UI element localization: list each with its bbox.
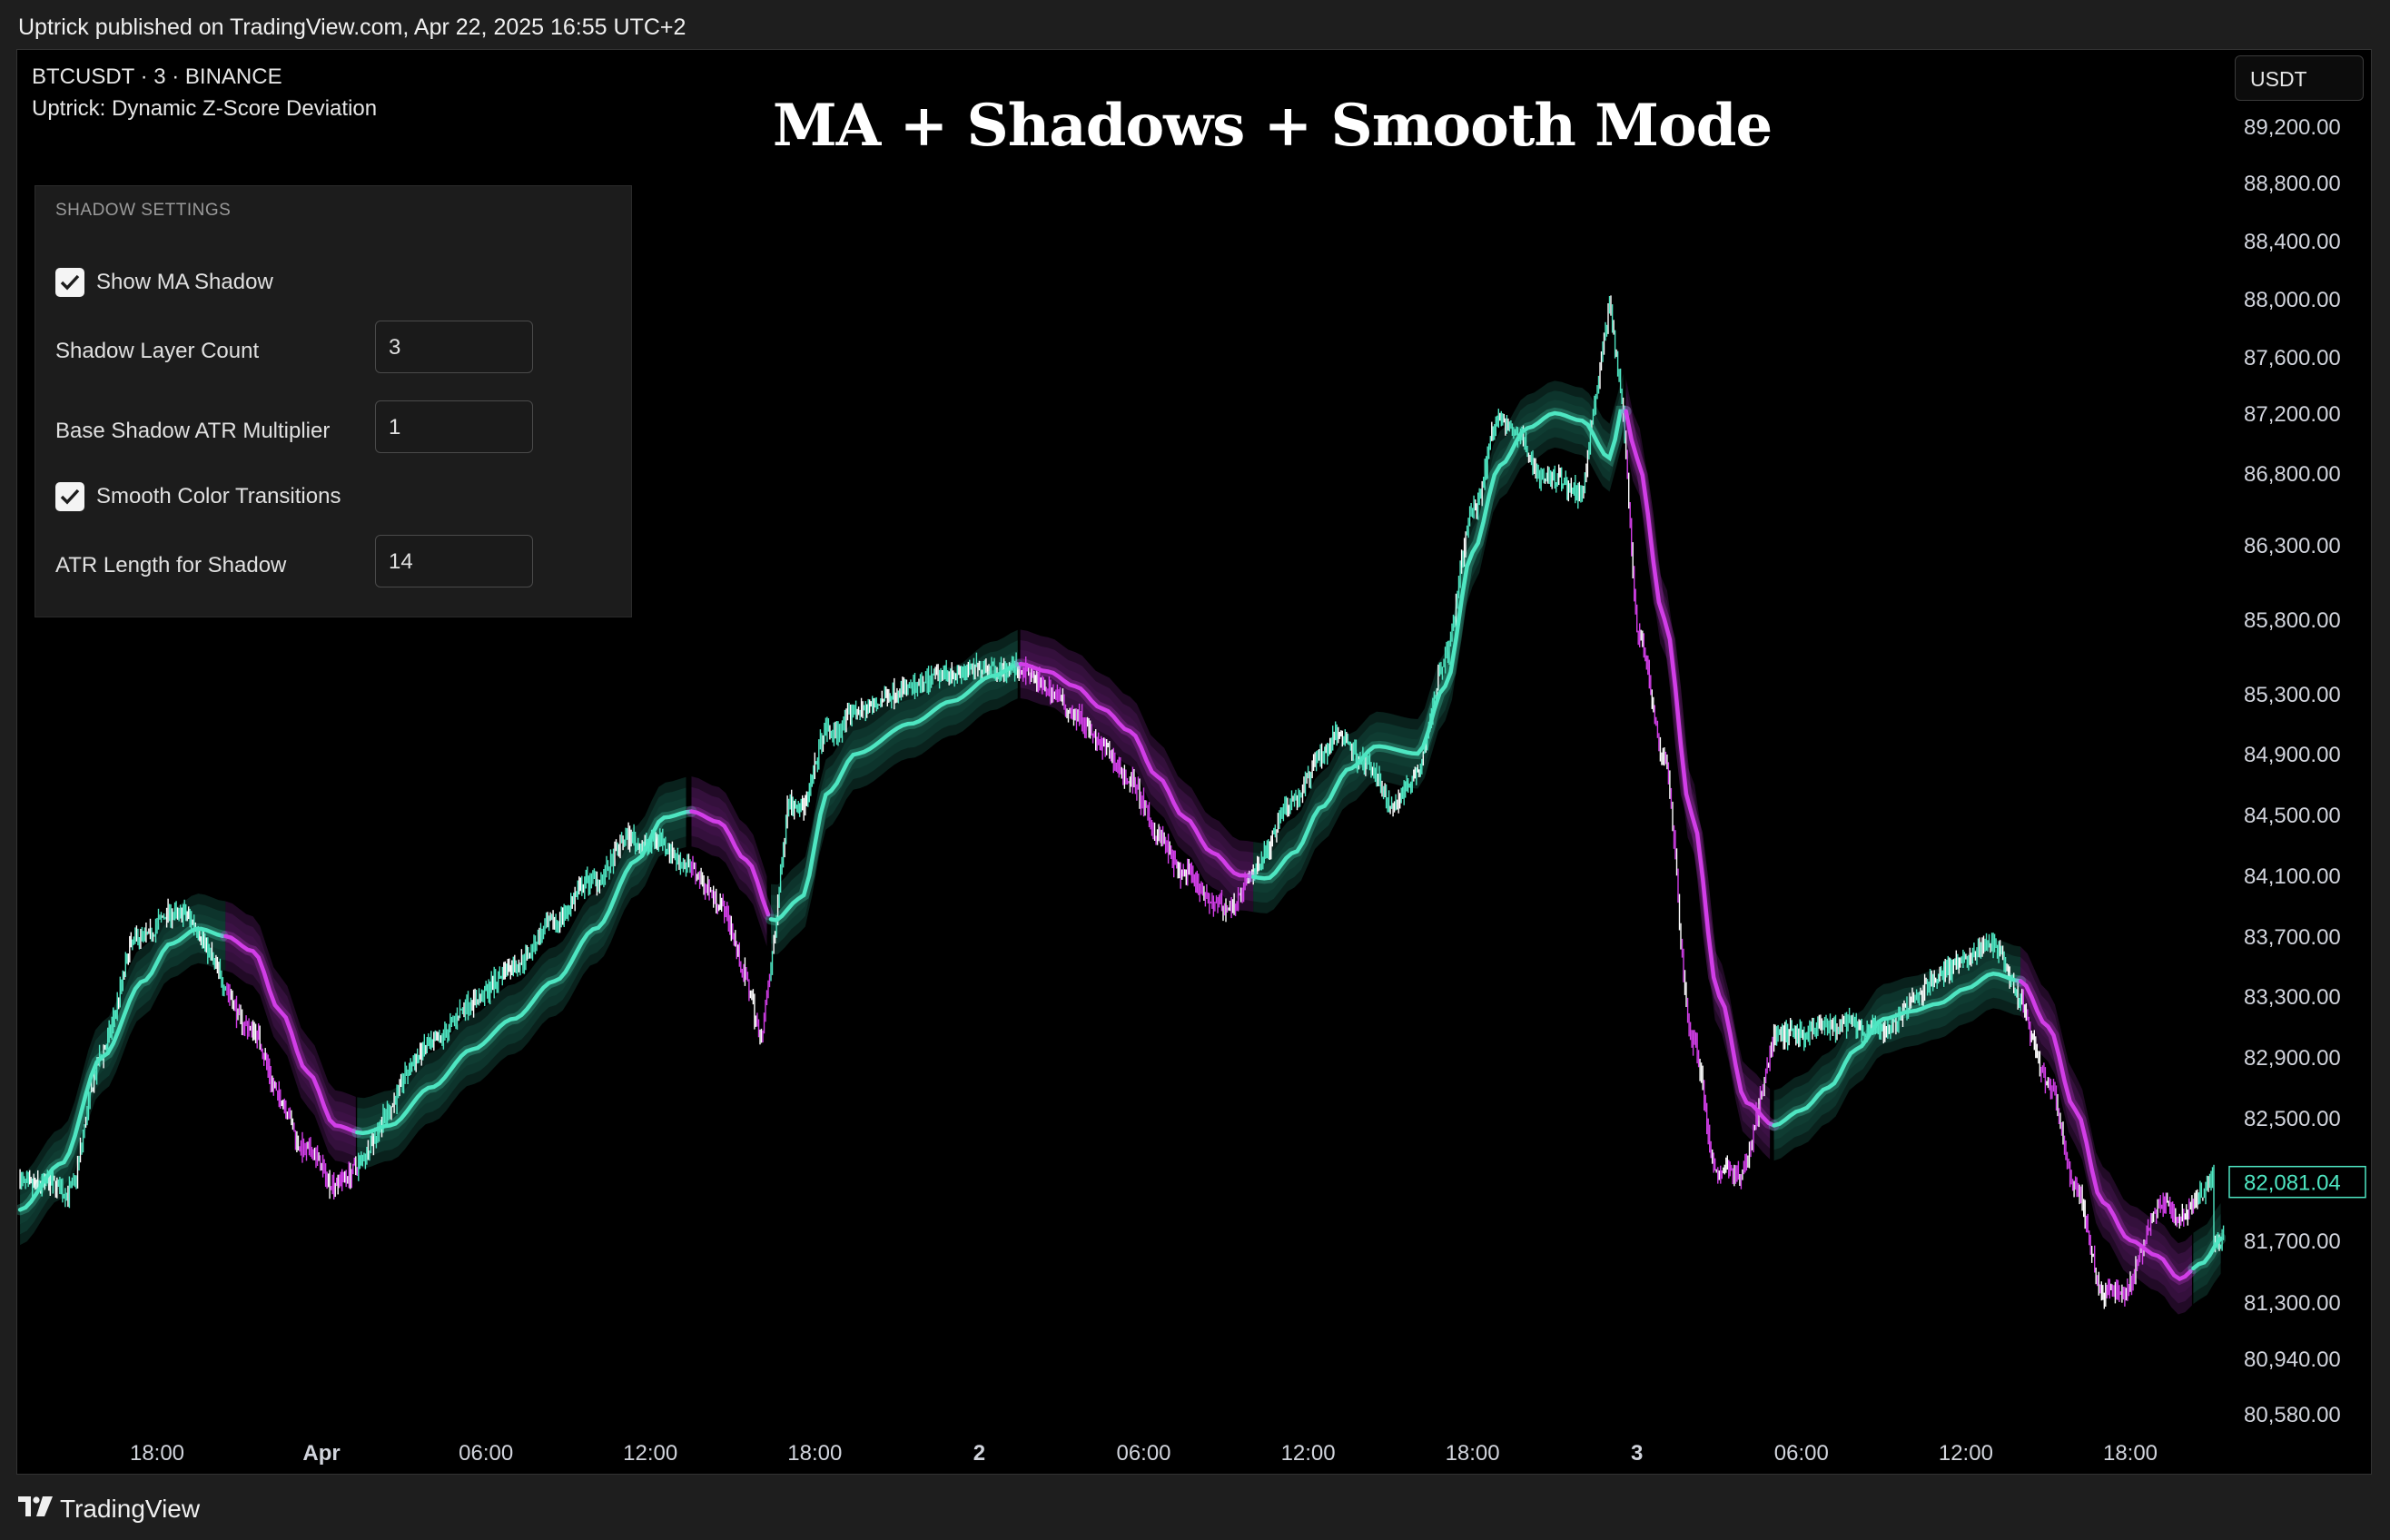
price-tick-label: 81,300.00	[2244, 1291, 2341, 1316]
price-candles	[19, 295, 2225, 1309]
time-tick-label: 18:00	[2103, 1441, 2158, 1466]
atr-length-label: ATR Length for Shadow	[55, 553, 287, 578]
publish-bar: Uptrick published on TradingView.com, Ap…	[0, 0, 2390, 49]
price-axis: 89,200.00 88,800.00 88,400.00 88,000.00 87,6…	[2226, 50, 2371, 1474]
ma-segment-bear	[1624, 409, 1776, 1128]
shadow-band-bull	[1253, 392, 1624, 893]
checkmark-icon	[60, 489, 80, 505]
ma-segment-bear	[1018, 661, 1253, 879]
time-tick-label: 3	[1631, 1441, 1643, 1466]
base-shadow-atr-label: Base Shadow ATR Multiplier	[55, 419, 331, 443]
shadow-band-bull	[771, 640, 1018, 944]
atr-length-input[interactable]: 14	[375, 535, 533, 587]
shadow-layer-count-input[interactable]: 3	[375, 321, 533, 373]
time-tick-label: 18:00	[787, 1441, 842, 1466]
price-tick-label: 85,300.00	[2244, 683, 2341, 707]
ma-segment-bull	[355, 809, 694, 1136]
time-tick-label: 18:00	[130, 1441, 184, 1466]
checkmark-icon	[60, 274, 80, 291]
price-tick-label: 87,600.00	[2244, 346, 2341, 370]
time-axis: 18:00 Apr 06:00 12:00 18:00 2 06:00 12:00 18:00 3…	[130, 1441, 2158, 1466]
shadow-band-bull	[1773, 959, 2021, 1140]
smooth-color-label: Smooth Color Transitions	[96, 484, 341, 508]
symbol-legend[interactable]: BTCUSDT · 3 · BINANCE	[32, 64, 282, 89]
ma-segment-bull	[768, 662, 1020, 923]
ma-segment-bull	[1772, 972, 2023, 1128]
shadow-band-bull	[771, 650, 1018, 934]
price-tick-label: 80,580.00	[2244, 1403, 2341, 1427]
ma-line	[17, 405, 2227, 1286]
published-text: Uptrick published on TradingView.com, Ap…	[18, 15, 686, 40]
chart-title: MA + Shadows + Smooth Mode	[772, 92, 1773, 160]
indicator-legend[interactable]: Uptrick: Dynamic Z-Score Deviation	[32, 96, 378, 121]
ma-segment-bear	[689, 809, 771, 917]
shadow-band-bull	[357, 787, 686, 1158]
ma-segment-bull	[2191, 1236, 2223, 1271]
price-tick-label: 85,800.00	[2244, 608, 2341, 633]
tradingview-logo-icon[interactable]	[18, 1496, 54, 1518]
ma-segment-bull	[17, 926, 225, 1212]
shadow-band-bear	[2020, 966, 2192, 1294]
time-tick-label: 12:00	[623, 1441, 677, 1466]
ma-segment-bull	[1250, 409, 1628, 881]
time-tick-label: 18:00	[1446, 1441, 1500, 1466]
time-tick-label: 2	[973, 1441, 985, 1466]
price-tick-label: 89,200.00	[2244, 115, 2341, 140]
price-tick-label: 84,100.00	[2244, 864, 2341, 889]
shadow-layer-count-label: Shadow Layer Count	[55, 339, 260, 363]
price-tick-label: 83,300.00	[2244, 985, 2341, 1010]
last-price-badge	[2228, 1165, 2366, 1199]
time-tick-label: 06:00	[459, 1441, 513, 1466]
chart-area[interactable]: 89,200.00 88,800.00 88,400.00 88,000.00 87,6…	[16, 49, 2372, 1475]
currency-button[interactable]: USDT	[2235, 55, 2364, 101]
ma-glow-bull	[17, 923, 229, 1216]
price-tick-label: 88,400.00	[2244, 230, 2341, 254]
smooth-color-checkbox[interactable]	[55, 482, 84, 511]
ma-segment-bear	[223, 933, 360, 1135]
time-tick-label: 12:00	[1939, 1441, 1993, 1466]
price-tick-label: 83,700.00	[2244, 925, 2341, 950]
price-tick-label: 81,700.00	[2244, 1229, 2341, 1254]
ma-segment-bear	[2018, 979, 2193, 1282]
price-tick-label: 84,500.00	[2244, 804, 2341, 828]
price-tick-label: 82,500.00	[2244, 1107, 2341, 1131]
price-axis-bg	[2226, 50, 2371, 1474]
time-tick-label: 12:00	[1281, 1441, 1336, 1466]
price-tick-label: 86,300.00	[2244, 534, 2341, 558]
price-tick-label: 87,200.00	[2244, 402, 2341, 427]
show-ma-shadow-checkbox[interactable]	[55, 268, 84, 297]
settings-heading: SHADOW SETTINGS	[55, 201, 232, 220]
time-tick-label: 06:00	[1774, 1441, 1829, 1466]
tradingview-brand[interactable]: TradingView	[60, 1495, 201, 1523]
price-tick-label: 86,800.00	[2244, 462, 2341, 487]
price-tick-label: 82,900.00	[2244, 1046, 2341, 1071]
shadow-band-bear	[2020, 946, 2192, 1315]
time-tick-label: 06:00	[1116, 1441, 1170, 1466]
last-price-label: 82,081.04	[2244, 1171, 2341, 1196]
price-tick-label: 88,800.00	[2244, 172, 2341, 196]
base-shadow-atr-input[interactable]: 1	[375, 400, 533, 453]
price-chart[interactable]: 89,200.00 88,800.00 88,400.00 88,000.00 87,6…	[17, 50, 2372, 1475]
shadow-settings-panel: SHADOW SETTINGS Show MA Shadow Shadow La…	[35, 185, 632, 617]
show-ma-shadow-label: Show MA Shadow	[96, 270, 273, 294]
price-tick-label: 84,900.00	[2244, 743, 2341, 767]
price-tick-label: 88,000.00	[2244, 288, 2341, 312]
time-tick-label: Apr	[302, 1441, 340, 1466]
footer-bar: TradingView	[0, 1475, 2390, 1540]
shadow-band-bear	[691, 796, 767, 926]
price-tick-label: 80,940.00	[2244, 1348, 2341, 1372]
